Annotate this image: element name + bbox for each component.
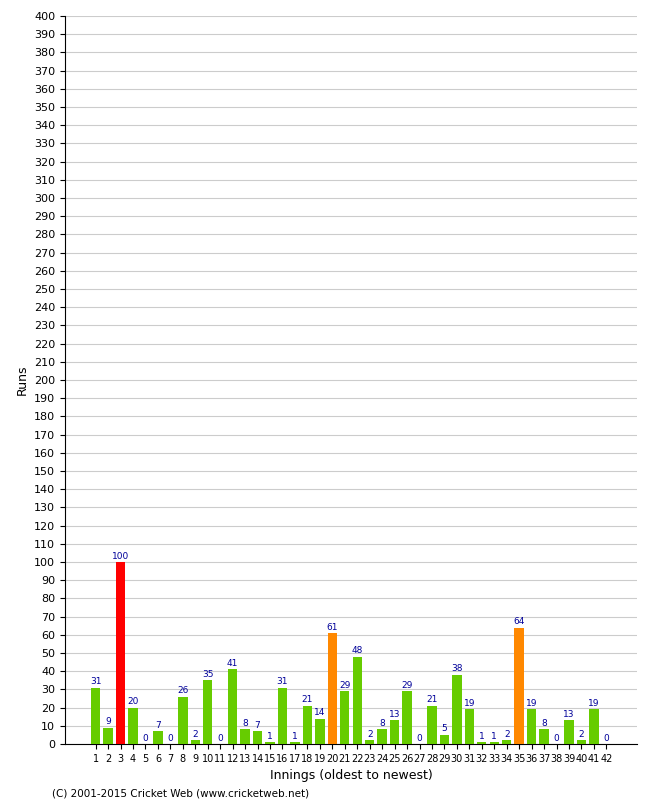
Bar: [540, 730, 549, 744]
Text: 48: 48: [352, 646, 363, 655]
Text: 20: 20: [127, 697, 138, 706]
Text: 0: 0: [168, 734, 174, 742]
Text: 2: 2: [192, 730, 198, 739]
Bar: [352, 657, 362, 744]
Bar: [291, 742, 300, 744]
Text: 13: 13: [563, 710, 575, 719]
Bar: [365, 740, 374, 744]
Text: 0: 0: [603, 734, 609, 742]
Text: 7: 7: [255, 721, 261, 730]
Bar: [253, 731, 262, 744]
Bar: [153, 731, 162, 744]
Text: 1: 1: [292, 732, 298, 741]
Bar: [452, 675, 462, 744]
Bar: [440, 735, 449, 744]
Text: 1: 1: [479, 732, 485, 741]
Text: 19: 19: [588, 699, 599, 708]
Bar: [265, 742, 275, 744]
Bar: [278, 687, 287, 744]
Bar: [390, 720, 399, 744]
Bar: [589, 710, 599, 744]
Bar: [427, 706, 437, 744]
Text: 31: 31: [277, 677, 288, 686]
Text: 9: 9: [105, 717, 111, 726]
Text: 2: 2: [578, 730, 584, 739]
Bar: [128, 707, 138, 744]
Text: 2: 2: [504, 730, 510, 739]
Text: (C) 2001-2015 Cricket Web (www.cricketweb.net): (C) 2001-2015 Cricket Web (www.cricketwe…: [52, 788, 309, 798]
Bar: [116, 562, 125, 744]
Y-axis label: Runs: Runs: [16, 365, 29, 395]
Text: 21: 21: [302, 695, 313, 704]
Text: 21: 21: [426, 695, 437, 704]
Bar: [190, 740, 200, 744]
Text: 100: 100: [112, 551, 129, 561]
Bar: [378, 730, 387, 744]
Bar: [514, 627, 524, 744]
Text: 14: 14: [314, 708, 326, 717]
Text: 7: 7: [155, 721, 161, 730]
Text: 64: 64: [514, 617, 525, 626]
Bar: [228, 670, 237, 744]
Text: 8: 8: [541, 719, 547, 728]
Bar: [91, 687, 100, 744]
Bar: [303, 706, 312, 744]
Bar: [502, 740, 512, 744]
Text: 2: 2: [367, 730, 372, 739]
Bar: [564, 720, 574, 744]
Bar: [477, 742, 486, 744]
Text: 41: 41: [227, 659, 239, 668]
Bar: [328, 633, 337, 744]
Text: 29: 29: [401, 681, 413, 690]
Text: 8: 8: [242, 719, 248, 728]
Text: 13: 13: [389, 710, 400, 719]
Text: 29: 29: [339, 681, 350, 690]
Text: 19: 19: [463, 699, 475, 708]
Text: 38: 38: [451, 664, 463, 674]
Text: 0: 0: [217, 734, 223, 742]
Bar: [527, 710, 536, 744]
Text: 8: 8: [379, 719, 385, 728]
X-axis label: Innings (oldest to newest): Innings (oldest to newest): [270, 770, 432, 782]
Text: 26: 26: [177, 686, 188, 695]
Text: 1: 1: [491, 732, 497, 741]
Bar: [577, 740, 586, 744]
Bar: [340, 691, 350, 744]
Text: 5: 5: [441, 725, 447, 734]
Bar: [178, 697, 188, 744]
Bar: [240, 730, 250, 744]
Bar: [489, 742, 499, 744]
Text: 0: 0: [417, 734, 423, 742]
Bar: [402, 691, 411, 744]
Bar: [103, 728, 113, 744]
Bar: [203, 680, 213, 744]
Text: 1: 1: [267, 732, 273, 741]
Bar: [465, 710, 474, 744]
Text: 0: 0: [142, 734, 148, 742]
Text: 35: 35: [202, 670, 213, 679]
Text: 31: 31: [90, 677, 101, 686]
Text: 61: 61: [326, 622, 338, 631]
Text: 19: 19: [526, 699, 538, 708]
Text: 0: 0: [554, 734, 560, 742]
Bar: [315, 718, 324, 744]
